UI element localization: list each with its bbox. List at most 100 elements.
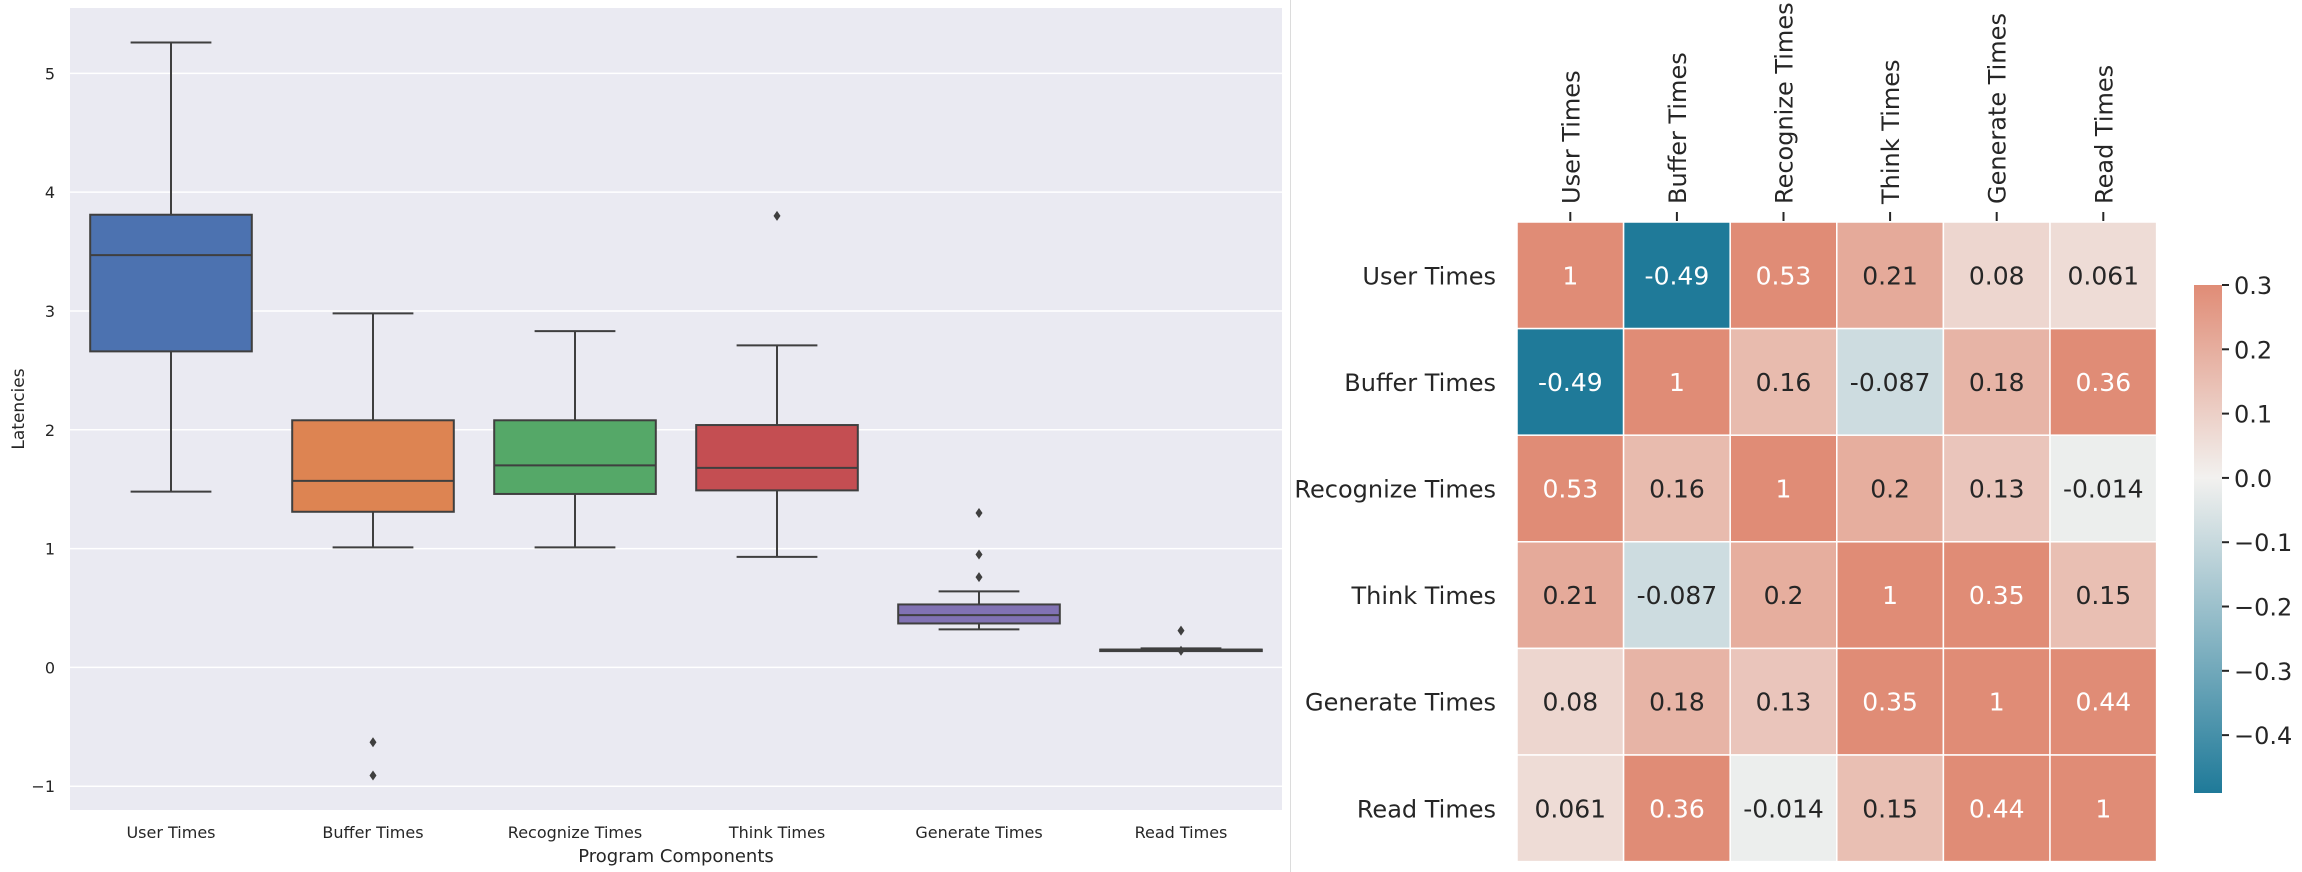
x-tick-label: Generate Times	[915, 823, 1042, 842]
heatmap-cell-value: 1	[1562, 261, 1578, 290]
heatmap-cell-value: 0.44	[1969, 794, 2025, 823]
heatmap-cell-value: 0.13	[1756, 688, 1812, 717]
heatmap-cell-value: -0.49	[1645, 261, 1710, 290]
column-label: Recognize Times	[1771, 2, 1799, 204]
panel-divider	[1290, 0, 1291, 872]
boxplot-plot-area	[70, 8, 1282, 810]
column-label: Generate Times	[1984, 13, 2012, 204]
heatmap-cell-value: 1	[1669, 368, 1685, 397]
heatmap-cell-value: -0.49	[1538, 368, 1603, 397]
correlation-heatmap: 1 -0.49 0.53 0.21 0.08 0.061 -0.49 1 0.16 -0.087 0…	[1294, 2, 2292, 863]
heatmap-column-labels: User Times Buffer Times Recognize Times Thi…	[1557, 2, 2118, 221]
heatmap-cell-value: 0.36	[2075, 368, 2131, 397]
y-tick-label: 0	[45, 658, 55, 677]
boxplot-gridlines	[70, 72, 1282, 787]
heatmap-cell-value: 0.08	[1542, 688, 1598, 717]
heatmap-cell-value: 0.35	[1862, 688, 1918, 717]
heatmap-cell	[1942, 434, 2051, 543]
heatmap-cell	[1836, 221, 1945, 330]
row-label: Recognize Times	[1294, 476, 1496, 504]
heatmap-cell-value: 0.18	[1969, 368, 2025, 397]
outlier-point	[369, 737, 377, 748]
heatmap-cell-value: 0.21	[1862, 261, 1918, 290]
heatmap-cell-value: 0.15	[1862, 794, 1918, 823]
heatmap-cell	[1729, 434, 1838, 543]
heatmap-cell	[2049, 541, 2158, 650]
row-label: Generate Times	[1305, 689, 1496, 717]
iqr-box-buffer-times	[291, 419, 455, 513]
heatmap-cell	[1622, 541, 1731, 650]
y-tick-label: 3	[45, 302, 55, 321]
heatmap-cell	[1516, 541, 1625, 650]
row-label: Think Times	[1350, 582, 1496, 610]
y-tick-label: −1	[31, 777, 55, 796]
iqr-box-recognize-times	[493, 419, 657, 495]
x-tick-label: Think Times	[728, 823, 825, 842]
column-label: User Times	[1557, 70, 1585, 204]
y-tick-label: 4	[45, 183, 55, 202]
heatmap-cell	[1942, 221, 2051, 330]
heatmap-cell-value: -0.087	[1850, 368, 1931, 397]
heatmap-cell-value: 0.35	[1969, 581, 2025, 610]
x-tick-label: User Times	[126, 823, 215, 842]
heatmap-cell-value: 0.061	[2068, 261, 2140, 290]
heatmap-cell-value: 0.21	[1542, 581, 1598, 610]
iqr-box-generate-times	[897, 603, 1061, 625]
heatmap-cell-value: -0.087	[1637, 581, 1718, 610]
column-label: Think Times	[1877, 59, 1905, 205]
colorbar-tick-labels: 0.3 0.2 0.1 0.0 −0.1 −0.2 −0.3 −0.4	[2222, 272, 2292, 750]
boxplot-chart: −1 0 1 2 3 4 5 User Times Buffer Times Recognize…	[9, 8, 1282, 867]
heatmap-cell-value: 0.16	[1756, 368, 1812, 397]
boxplot-boxes	[89, 41, 1263, 781]
heatmap-cell	[2049, 754, 2158, 863]
outlier-point	[1177, 645, 1185, 656]
heatmap-row-labels: User Times Buffer Times Recognize Times Thi…	[1294, 262, 1496, 823]
heatmap-cell	[2049, 434, 2158, 543]
heatmap-cells: 1 -0.49 0.53 0.21 0.08 0.061 -0.49 1 0.16 -0.087 0…	[1516, 221, 2158, 863]
boxplot-y-axis-label: Latencies	[9, 368, 29, 449]
heatmap-cell-value: -0.014	[1743, 794, 1824, 823]
box-generate-times	[897, 507, 1061, 631]
heatmap-cell	[1622, 327, 1731, 436]
heatmap-cell	[1942, 647, 2051, 756]
iqr-box-user-times	[89, 213, 253, 353]
column-label: Read Times	[2090, 65, 2118, 204]
box-user-times	[89, 41, 253, 493]
y-tick-label: 1	[45, 540, 55, 559]
boxplot-x-axis-label: Program Components	[578, 846, 774, 867]
colorbar-tick-label: −0.4	[2234, 722, 2292, 750]
box-read-times	[1099, 625, 1263, 656]
heatmap-cell-value: 1	[2095, 794, 2111, 823]
colorbar-tick-label: 0.0	[2234, 465, 2272, 493]
x-tick-label: Recognize Times	[508, 823, 642, 842]
heatmap-cell	[1836, 647, 1945, 756]
heatmap-cell-value: 0.44	[2075, 688, 2131, 717]
heatmap-cell	[1516, 221, 1625, 330]
heatmap-cell-value: 0.53	[1756, 261, 1812, 290]
outlier-point	[369, 770, 377, 781]
outlier-point	[1177, 625, 1185, 636]
heatmap-cell	[2049, 647, 2158, 756]
heatmap-cell	[1836, 541, 1945, 650]
outlier-point	[975, 507, 983, 518]
heatmap-colorbar	[2194, 285, 2222, 793]
box-recognize-times	[493, 330, 657, 549]
y-tick-label: 5	[45, 64, 55, 83]
heatmap-cell	[1516, 327, 1625, 436]
colorbar-tick-label: 0.3	[2234, 272, 2272, 300]
heatmap-cell-value: 0.08	[1969, 261, 2025, 290]
heatmap-cell	[1516, 647, 1625, 756]
heatmap-cell-value: 0.16	[1649, 475, 1705, 504]
box-think-times	[695, 210, 859, 558]
heatmap-cell	[1622, 434, 1731, 543]
box-buffer-times	[291, 312, 455, 781]
heatmap-cell-value: -0.014	[2063, 475, 2144, 504]
heatmap-cell-value: 1	[1989, 688, 2005, 717]
heatmap-cell	[1836, 754, 1945, 863]
row-label: Read Times	[1357, 795, 1496, 823]
colorbar-tick-label: −0.2	[2234, 594, 2292, 622]
row-label: Buffer Times	[1344, 369, 1496, 397]
heatmap-cell-value: 1	[1882, 581, 1898, 610]
heatmap-cell-value: 0.18	[1649, 688, 1705, 717]
